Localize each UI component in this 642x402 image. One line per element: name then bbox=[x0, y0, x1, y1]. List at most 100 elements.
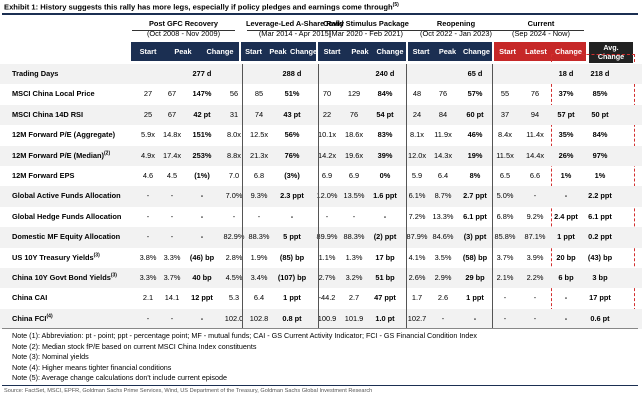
table-cell: 87.9% bbox=[406, 232, 428, 242]
table-cell: 14.8x bbox=[162, 130, 182, 140]
col-latest: Latest bbox=[525, 47, 547, 56]
table-cell: 8.7% bbox=[434, 191, 452, 201]
table-cell: 151% bbox=[192, 130, 212, 140]
table-cell: 46% bbox=[467, 130, 483, 140]
group-underline bbox=[247, 29, 343, 31]
row-footnote-ref: (3) bbox=[110, 272, 117, 279]
table-cell: 6.4 bbox=[253, 293, 265, 303]
table-cell: 5.9x bbox=[141, 130, 155, 140]
table-row: China CAI 2.1 14.1 12 ppt 5.3 6.4 1 ppt -44.2 2.… bbox=[0, 288, 642, 308]
row-label-text: MSCI China 14D RSI bbox=[12, 109, 84, 119]
header-bar-post-gfc: Start Peak Change bbox=[131, 42, 239, 61]
table-cell: - bbox=[473, 313, 477, 323]
table-cell: 2.6% bbox=[408, 273, 426, 282]
table-cell bbox=[246, 64, 272, 84]
table-row: China 10Y Govt Bond Yields(3) 3.3% 3.7% 40 … bbox=[0, 268, 642, 289]
table-cell: 6 bp bbox=[558, 273, 574, 282]
col-peak: Peak bbox=[351, 47, 369, 56]
table-cell: 1.7 bbox=[411, 293, 423, 303]
col-change: Change bbox=[376, 47, 404, 56]
source-line: Source: FactSet, MSCI, EPFR, Goldman Sac… bbox=[4, 388, 373, 394]
row-footnote-ref: (2) bbox=[104, 150, 111, 157]
table-cell: 147% bbox=[192, 89, 212, 99]
table-cell: 6.8% bbox=[496, 211, 514, 221]
table-cell: - bbox=[503, 293, 507, 303]
row-label-text: 12M Forward P/E (Median) bbox=[12, 150, 104, 160]
header-bar-leverage-rally: Start Peak Change bbox=[241, 42, 317, 61]
table-cell: 102.0 bbox=[224, 313, 244, 323]
column-separator bbox=[406, 64, 407, 328]
table-cell: 18 d bbox=[558, 69, 574, 78]
table-cell: 1.1% bbox=[318, 252, 336, 262]
table-cell: 100.9 bbox=[317, 313, 337, 323]
col-peak: Peak bbox=[174, 47, 192, 56]
table-cell: 9.2% bbox=[526, 211, 544, 221]
col-peak: Peak bbox=[438, 47, 457, 56]
table-cell: - bbox=[232, 211, 236, 221]
table-cell: - bbox=[325, 211, 329, 221]
table-cell: 18.6x bbox=[344, 130, 364, 140]
table-cell: 19% bbox=[467, 150, 483, 160]
table-cell: 5.9 bbox=[411, 171, 423, 180]
group-leverage-rally: Leverage-Led A-Share Rally (Mar 2014 - A… bbox=[243, 19, 347, 39]
table-cell: 94 bbox=[530, 109, 540, 119]
bottom-rule bbox=[2, 385, 638, 386]
table-cell: 26% bbox=[558, 150, 574, 160]
table-cell: (46) bp bbox=[189, 252, 215, 262]
table-cell: (107) bp bbox=[277, 273, 307, 282]
column-separator bbox=[318, 64, 319, 328]
table-cell: 67 bbox=[167, 109, 177, 119]
table-cell: 6.9 bbox=[348, 171, 360, 180]
table-cell: -44.2 bbox=[318, 293, 336, 303]
col-start: Start bbox=[323, 47, 341, 56]
row-label-text: 12M Forward EPS bbox=[12, 171, 75, 180]
row-label-text: 12M Forward P/E (Aggregate) bbox=[12, 130, 116, 140]
table-cell: 0.2 ppt bbox=[588, 232, 612, 242]
table-cell: (3%) bbox=[284, 171, 300, 180]
row-label: 12M Forward P/E (Median)(2) bbox=[12, 146, 110, 166]
table-cell: 1 ppt bbox=[557, 232, 575, 242]
table-cell: 1.0 pt bbox=[375, 313, 395, 323]
table-cell: 35% bbox=[558, 130, 574, 140]
top-rule bbox=[2, 13, 638, 15]
table-cell: 6.8 bbox=[253, 171, 265, 180]
table-cell: 3.3% bbox=[163, 252, 181, 262]
table-cell: 2.4 ppt bbox=[554, 211, 578, 221]
table-cell: 27 bbox=[143, 89, 153, 99]
col-start: Start bbox=[245, 47, 262, 56]
table-cell: 84% bbox=[377, 89, 393, 99]
table-cell: 4.5 bbox=[166, 171, 178, 180]
table-cell: 56 bbox=[229, 89, 239, 99]
row-label-text: China FCI bbox=[12, 313, 47, 323]
table-cell: 14.3x bbox=[433, 150, 453, 160]
row-label: Domestic MF Equity Allocation bbox=[12, 227, 120, 247]
table-cell: 5 ppt bbox=[283, 232, 301, 242]
table-cell bbox=[430, 64, 456, 84]
table-cell: - bbox=[146, 313, 150, 323]
table-cell: 37% bbox=[558, 89, 574, 99]
table-cell: 6.1 ppt bbox=[463, 211, 487, 221]
group-underline bbox=[132, 29, 235, 31]
table-cell: 8.0x bbox=[227, 130, 241, 140]
table-row: MSCI China Local Price 27 67 147% 56 85 51% 70 1… bbox=[0, 84, 642, 104]
table-cell: 1% bbox=[594, 171, 606, 180]
col-change: Change bbox=[462, 47, 491, 56]
table-cell: 17 bp bbox=[375, 252, 395, 262]
table-cell: 8% bbox=[469, 171, 481, 180]
table-cell: 6.5 bbox=[499, 171, 511, 180]
table-row: Domestic MF Equity Allocation - - -82.9% 88.… bbox=[0, 227, 642, 248]
table-cell: 43 pt bbox=[283, 109, 301, 119]
table-cell: 87.1% bbox=[524, 232, 546, 242]
table-cell: 97% bbox=[592, 150, 608, 160]
table-cell: 7.0 bbox=[228, 171, 240, 180]
table-cell: 76 bbox=[438, 89, 448, 99]
table-cell: - bbox=[170, 211, 174, 221]
table-cell: - bbox=[533, 313, 537, 323]
table-cell: 4.9x bbox=[141, 150, 155, 160]
table-cell: 2.3 ppt bbox=[280, 191, 304, 201]
table-cell: (1%) bbox=[194, 171, 210, 180]
table-cell: 47 ppt bbox=[374, 293, 396, 303]
table-row: 12M Forward P/E (Aggregate) 5.9x 14.8x 151%… bbox=[0, 125, 642, 145]
table-cell: 76% bbox=[284, 150, 300, 160]
table-row: China FCI(4) - - - 102.0 102.8 0.8 pt 100.9 101.… bbox=[0, 308, 642, 330]
